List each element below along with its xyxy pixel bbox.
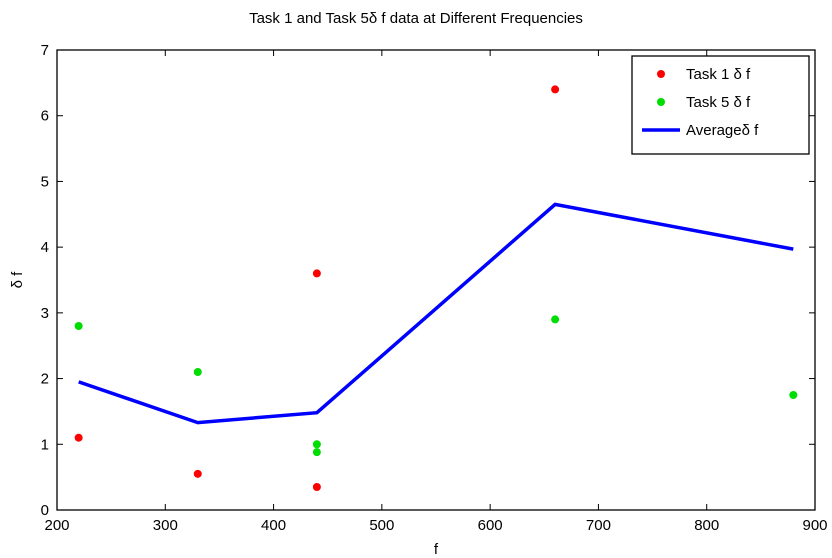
x-tick-label: 500 [369, 517, 394, 534]
y-tick-label: 4 [41, 239, 49, 256]
data-point-series-2 [551, 315, 560, 324]
x-tick-label: 200 [44, 517, 69, 534]
legend-label: Task 1 δ f [686, 66, 751, 83]
y-axis-label: δ f [9, 271, 26, 289]
data-point-series-2 [312, 448, 321, 457]
x-tick-label: 400 [261, 517, 286, 534]
x-axis-label: f [434, 541, 439, 558]
data-point-series-2 [312, 440, 321, 449]
legend-label: Averageδ f [686, 122, 759, 139]
y-tick-label: 1 [41, 436, 49, 453]
legend-swatch-point [657, 70, 665, 78]
data-point-series-1 [193, 469, 202, 478]
data-point-series-2 [789, 391, 798, 399]
y-tick-label: 2 [41, 371, 49, 388]
data-point-series-2 [193, 368, 202, 376]
legend-label: Task 5 δ f [686, 94, 751, 111]
x-tick-label: 600 [478, 517, 503, 534]
data-point-series-2 [74, 322, 83, 330]
data-point-series-1 [312, 269, 321, 278]
data-point-series-1 [312, 483, 321, 491]
data-point-series-1 [551, 85, 560, 94]
y-tick-label: 5 [41, 173, 49, 190]
x-tick-label: 700 [586, 517, 611, 534]
y-tick-label: 6 [41, 108, 49, 125]
series-line-average [78, 202, 794, 425]
y-tick-label: 3 [41, 305, 49, 322]
y-tick-label: 0 [41, 502, 49, 519]
x-tick-label: 800 [694, 517, 719, 534]
y-tick-label: 7 [41, 42, 49, 59]
data-point-series-1 [74, 433, 83, 442]
x-tick-label: 900 [802, 517, 827, 534]
chart-title: Task 1 and Task 5δ f data at Different F… [249, 10, 583, 27]
legend-swatch-point [657, 98, 665, 106]
x-tick-label: 300 [153, 517, 178, 534]
